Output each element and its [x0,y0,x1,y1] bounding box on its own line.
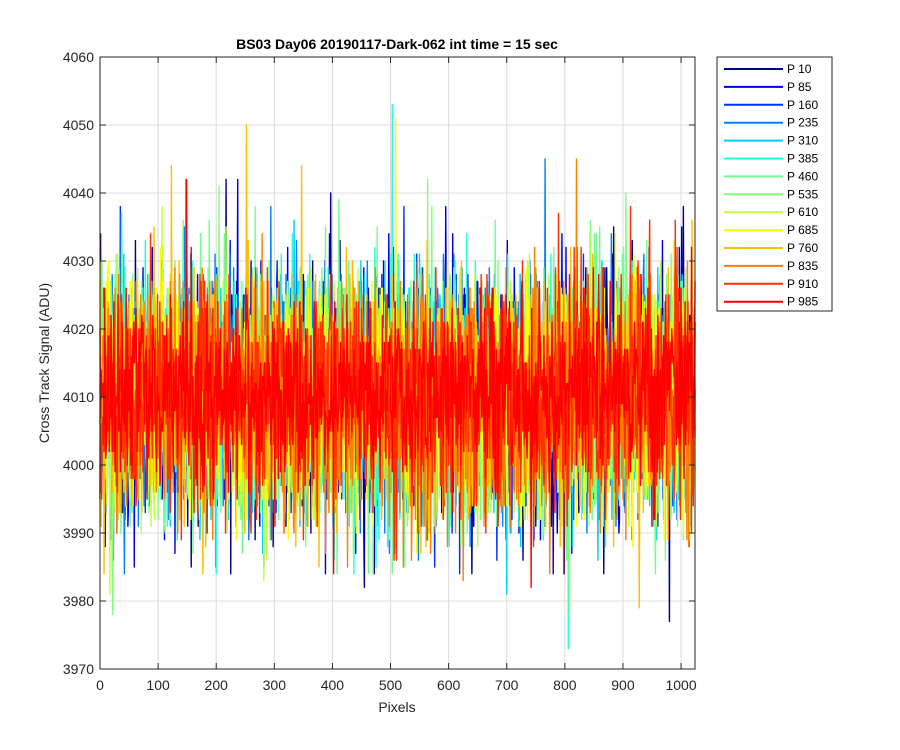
y-tick-label: 4040 [63,185,94,201]
x-tick-label: 900 [611,677,635,693]
series-line [99,178,696,589]
legend-item-label: P 685 [787,223,818,237]
y-tick-label: 4010 [63,389,94,405]
x-tick-label: 1000 [665,677,696,693]
y-tick-label: 3970 [63,661,94,677]
legend-item-label: P 460 [787,169,818,183]
x-axis-label: Pixels [378,699,415,715]
x-tick-label: 0 [96,677,104,693]
y-axis-label: Cross Track Signal (ADU) [36,283,52,443]
y-tick-label: 3990 [63,525,94,541]
y-tick-label: 4020 [63,321,94,337]
legend-item-label: P 535 [787,187,818,201]
legend-box [716,56,833,312]
legend-item-label: P 10 [787,62,812,76]
x-tick-label: 600 [437,677,461,693]
x-tick-label: 300 [263,677,287,693]
legend-item-label: P 160 [787,98,818,112]
y-tick-label: 4030 [63,253,94,269]
x-tick-label: 800 [553,677,577,693]
chart-title: BS03 Day06 20190117-Dark-062 int time = … [236,36,558,52]
x-tick-label: 500 [379,677,403,693]
x-tick-label: 700 [495,677,519,693]
axes-box [99,56,696,670]
x-axis-ticks: 0 100 200 300 400 500 600 700 800 900 1000 [96,57,697,693]
legend-item-label: P 610 [787,205,818,219]
legend-item-label: P 760 [787,241,818,255]
legend-item-label: P 910 [787,277,818,291]
legend-item-label: P 235 [787,116,818,130]
legend-item-label: P 385 [787,152,818,166]
legend-items: P 10 P 85 P 160 P 235 P 310 P 385 P 460 P 535 P … [724,62,818,309]
x-tick-label: 200 [205,677,229,693]
y-tick-label: 4050 [63,117,94,133]
legend-item-label: P 835 [787,259,818,273]
legend: P 10 P 85 P 160 P 235 P 310 P 385 P 460 P 535 P … [716,56,833,312]
y-axis-ticks: 3970 3980 3990 4000 4010 4020 4030 4040 4050 4060 [63,49,695,677]
y-tick-label: 3980 [63,593,94,609]
y-tick-label: 4060 [63,49,94,65]
legend-item-label: P 310 [787,134,818,148]
x-tick-label: 100 [146,677,170,693]
legend-item-label: P 85 [787,80,812,94]
y-tick-label: 4000 [63,457,94,473]
series-lines [99,103,696,650]
x-tick-label: 400 [321,677,345,693]
legend-item-label: P 985 [787,295,818,309]
